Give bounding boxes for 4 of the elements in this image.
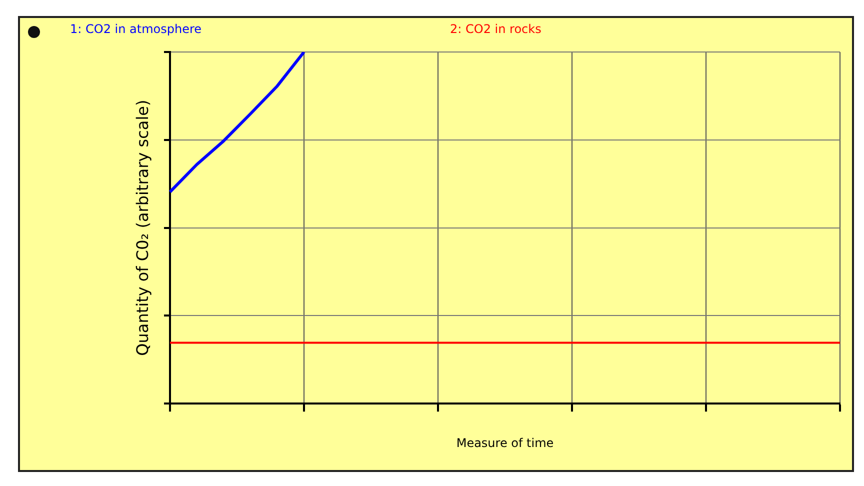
text: 2: CO2 in rocks (450, 22, 542, 36)
text: 1: CO2 in atmosphere (70, 22, 203, 36)
x-axis-title: Measure of time (455, 436, 555, 450)
y-axis-title: Quantity of C0₂ (arbitrary scale) (132, 100, 152, 356)
